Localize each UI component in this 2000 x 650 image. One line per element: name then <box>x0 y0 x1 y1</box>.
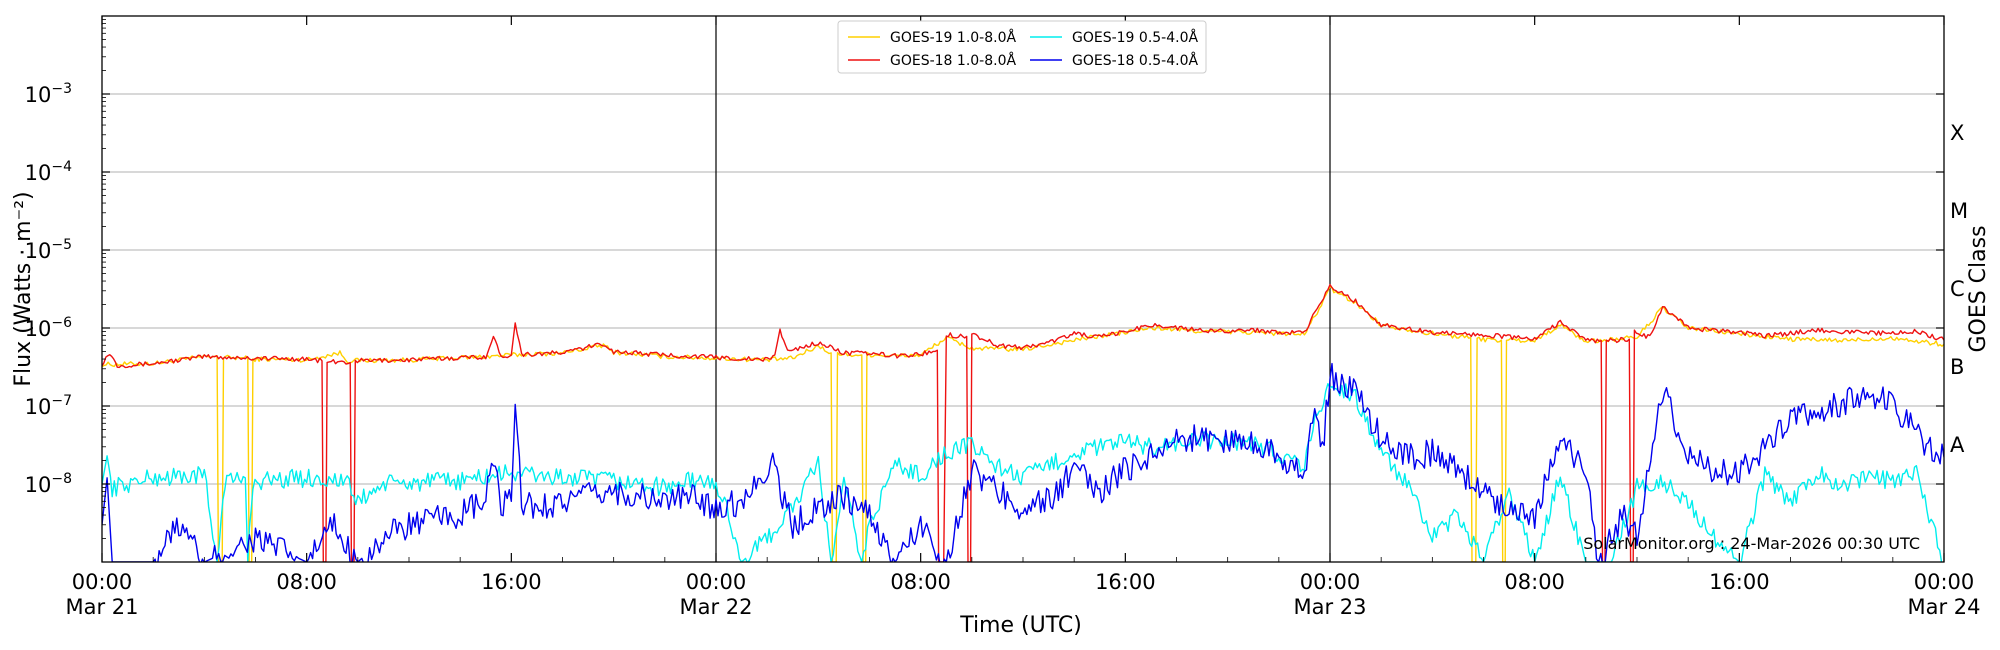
x-tick-label: 08:00 <box>276 570 337 594</box>
goes-class-label: A <box>1950 433 1965 457</box>
legend-label: GOES-18 0.5-4.0Å <box>1072 52 1198 69</box>
series-line <box>102 283 1944 562</box>
goes-class-label: M <box>1950 199 1968 223</box>
y2-axis-label: GOES Class <box>1966 225 1991 352</box>
legend-label: GOES-19 1.0-8.0Å <box>890 29 1016 46</box>
goes-class-label: B <box>1950 355 1964 379</box>
x-tick-label: 08:00 <box>890 570 951 594</box>
goes-class-label: X <box>1950 121 1964 145</box>
x-tick-label: 00:00 <box>1914 570 1975 594</box>
x-date-label: Mar 22 <box>679 595 752 619</box>
legend-label: GOES-19 0.5-4.0Å <box>1072 29 1198 46</box>
legend: GOES-19 1.0-8.0Å GOES-19 0.5-4.0Å GOES-18 … <box>837 20 1207 74</box>
day-separator-lines <box>715 16 1331 562</box>
y-tick-label: 10−6 <box>25 315 72 341</box>
y-tick-label: 10−8 <box>25 471 72 497</box>
x-tick-label: 00:00 <box>72 570 133 594</box>
legend-label: GOES-18 1.0-8.0Å <box>890 52 1016 69</box>
x-tick-label: 00:00 <box>1300 570 1361 594</box>
series-line <box>102 362 1944 562</box>
series-line <box>102 286 1944 562</box>
x-tick-label: 16:00 <box>1095 570 1156 594</box>
y-axis-label: Flux (Watts · m⁻²) <box>11 191 36 386</box>
x-date-label: Mar 23 <box>1293 595 1366 619</box>
y-tick-label: 10−4 <box>25 159 72 185</box>
x-tick-label: 08:00 <box>1504 570 1565 594</box>
goes-class-label: C <box>1950 277 1965 301</box>
credit-text: SolarMonitor.org : 24-Mar-2026 00:30 UTC <box>1583 534 1920 553</box>
x-date-label: Mar 21 <box>65 595 138 619</box>
series-line <box>102 383 1944 562</box>
x-tick-label: 16:00 <box>1709 570 1770 594</box>
x-date-label: Mar 24 <box>1907 595 1980 619</box>
x-axis-label: Time (UTC) <box>959 613 1082 638</box>
x-tick-label: 16:00 <box>481 570 542 594</box>
y-tick-label: 10−7 <box>25 393 72 419</box>
y-tick-label: 10−3 <box>25 81 72 107</box>
y-tick-label: 10−5 <box>25 237 72 263</box>
x-tick-label: 00:00 <box>686 570 747 594</box>
series-layer <box>102 283 1944 562</box>
legend-box <box>837 20 1207 74</box>
